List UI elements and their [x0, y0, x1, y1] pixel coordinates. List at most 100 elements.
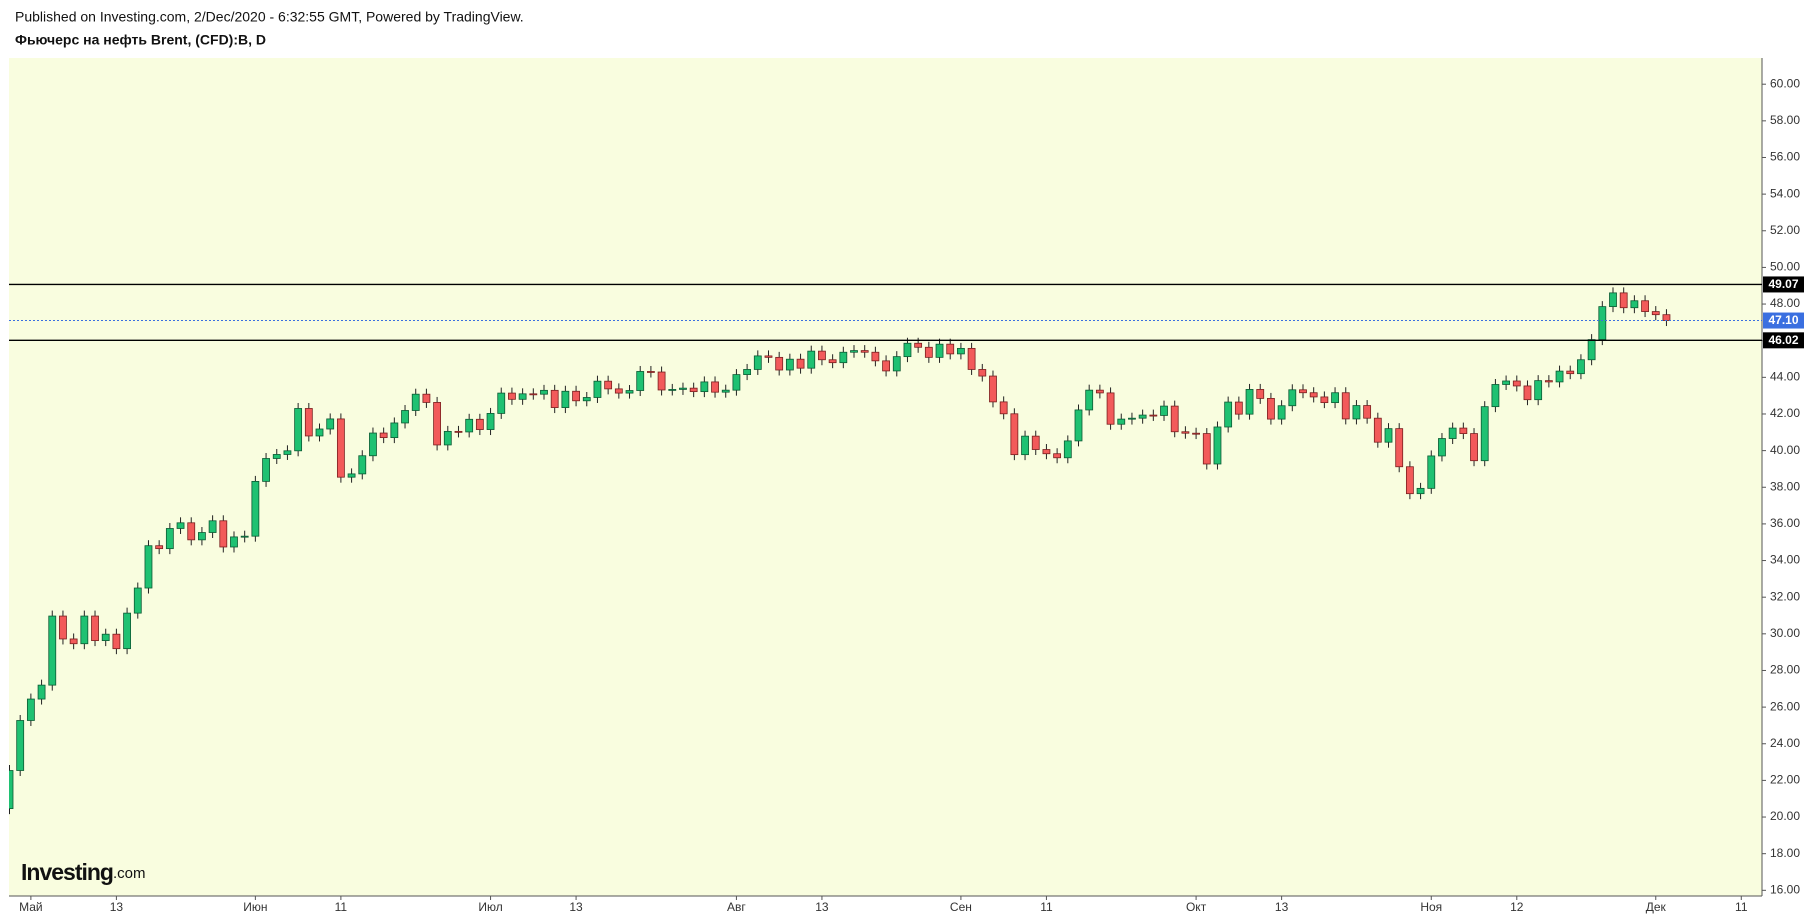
candle-body — [1619, 292, 1628, 309]
candle-body — [369, 432, 377, 457]
candle-body — [529, 393, 538, 396]
x-tick-label: 11 — [1735, 900, 1748, 914]
candle-body — [582, 397, 591, 402]
candle-body — [251, 480, 260, 537]
x-tick-label: Дек — [1646, 900, 1667, 914]
candle-body — [176, 522, 185, 529]
logo-suffix: .com — [113, 865, 146, 882]
candle-body — [80, 615, 89, 645]
candle-body — [283, 450, 292, 455]
candle-body — [689, 387, 698, 393]
candle-body — [390, 422, 399, 439]
candle-body — [743, 369, 752, 375]
plot-area — [9, 58, 1762, 896]
candle-body — [1234, 401, 1243, 415]
candle-body — [1085, 389, 1094, 411]
candle-body — [294, 408, 303, 452]
candle-body — [604, 380, 613, 390]
candle-body — [336, 418, 345, 478]
x-tick-label: 12 — [1510, 900, 1524, 914]
level-label-box — [1763, 312, 1804, 329]
y-tick-label: 50.00 — [1770, 260, 1800, 274]
candle-body — [946, 343, 955, 355]
candle-body — [443, 430, 452, 446]
candle-body — [262, 458, 270, 482]
candle-body — [1363, 405, 1372, 419]
candle-body — [1630, 300, 1639, 309]
candle-body — [1512, 380, 1521, 387]
candle-body — [497, 392, 506, 414]
candle-body — [1267, 398, 1275, 420]
candle-body — [892, 356, 901, 372]
candle-body — [1352, 405, 1361, 420]
candle-body — [454, 430, 463, 433]
candle-body — [1566, 370, 1575, 375]
candle-body — [700, 381, 709, 393]
candle-body — [69, 638, 78, 645]
candle-body — [208, 520, 217, 533]
candle-body — [999, 401, 1008, 415]
candle-body — [1544, 380, 1553, 383]
candle-body — [935, 343, 944, 358]
chart-title: Фьючерс на нефть Brent, (CFD):B, D — [15, 32, 266, 48]
y-tick-label: 24.00 — [1770, 736, 1800, 750]
candle-body — [1202, 433, 1211, 465]
candle-body — [465, 418, 474, 433]
y-tick-label: 48.00 — [1770, 296, 1800, 310]
candle-body — [326, 418, 335, 430]
y-tick-label: 40.00 — [1770, 443, 1800, 457]
level-label: 46.02 — [1768, 333, 1798, 347]
candle-body — [1074, 409, 1083, 442]
candle-body — [1138, 414, 1147, 419]
x-tick-label: Июн — [243, 900, 267, 914]
candle-body — [1213, 426, 1222, 465]
candle-body — [1395, 428, 1404, 468]
candle-body — [133, 587, 142, 614]
candle-body — [1448, 427, 1457, 439]
y-tick-label: 38.00 — [1770, 479, 1800, 493]
candle-body — [785, 358, 794, 371]
candle-body — [1181, 431, 1190, 434]
candle-body — [101, 633, 110, 642]
x-tick-label: Май — [19, 900, 43, 914]
candle-body — [1106, 392, 1115, 425]
source-text: Published on Investing.com, 2/Dec/2020 -… — [15, 9, 524, 25]
candle-body — [304, 408, 313, 437]
candle-body — [1031, 435, 1040, 450]
candle-body — [1555, 370, 1564, 383]
candle-body — [1577, 359, 1585, 375]
candle-body — [475, 418, 484, 430]
candle-body — [1160, 405, 1168, 416]
candle-body — [679, 387, 687, 390]
candle-body — [9, 770, 14, 810]
candle-body — [230, 536, 238, 548]
candle-body — [26, 698, 35, 721]
x-tick-label: Сен — [950, 900, 972, 914]
candle-body — [540, 389, 548, 395]
candle-body — [112, 633, 121, 650]
y-tick-label: 42.00 — [1770, 406, 1800, 420]
overlay: 16.00 18.00 20.00 22.00 24.00 26.00 28.00 30.00… — [19, 76, 1804, 914]
candle-body — [1299, 389, 1307, 394]
logo-main: Investing — [21, 859, 113, 885]
candle-body — [871, 351, 880, 362]
candle-body — [123, 612, 131, 650]
y-tick-label: 32.00 — [1770, 589, 1800, 603]
x-tick-label: 11 — [1040, 900, 1053, 914]
candle-body — [1480, 406, 1489, 462]
candle-body — [379, 432, 388, 439]
candle-body — [219, 520, 228, 548]
y-tick-label: 22.00 — [1770, 773, 1800, 787]
candles — [9, 283, 1762, 815]
candle-body — [647, 371, 655, 373]
candle-body — [1641, 300, 1649, 312]
candle-body — [903, 342, 912, 358]
candle-body — [1598, 306, 1607, 340]
logo: Investing.com — [21, 859, 145, 885]
candle-body — [187, 522, 196, 541]
candle-body — [1427, 455, 1436, 489]
y-tick-label: 60.00 — [1770, 76, 1800, 90]
candle-body — [1491, 384, 1500, 408]
